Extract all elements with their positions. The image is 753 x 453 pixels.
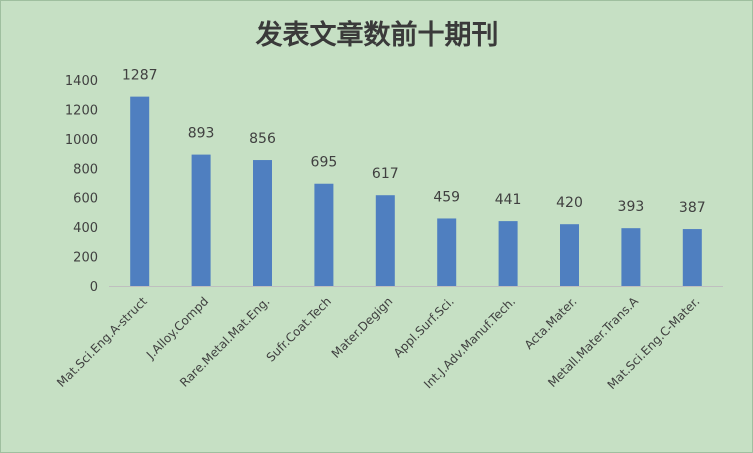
bar-value-label: 393 (618, 199, 645, 215)
x-category-label: Mater.Degign (329, 294, 396, 361)
x-category-label: Mat.Sci.Eng.A-struct (54, 294, 150, 390)
bar (253, 160, 272, 286)
y-tick-label: 800 (73, 162, 98, 177)
bar (498, 221, 518, 286)
bar-value-label: 387 (679, 200, 706, 216)
x-category-label: Acta.Mater. (522, 294, 580, 352)
y-tick-label: 1200 (65, 103, 98, 118)
y-axis: 0 200 400 600 800 1000 1200 1400 (65, 74, 723, 295)
category-labels: Mat.Sci.Eng.A-structJ.Alloy.CompdRare.Me… (54, 294, 702, 392)
y-tick-label: 0 (90, 280, 98, 295)
bar (191, 154, 211, 286)
bar-value-label: 1287 (122, 68, 158, 84)
bar-value-label: 695 (311, 155, 338, 171)
bar (682, 229, 702, 286)
bar-value-label: 893 (188, 126, 215, 142)
x-category-label: Sufr.Coat.Tech (264, 294, 334, 364)
bar-value-label: 420 (556, 195, 583, 211)
bar (560, 224, 579, 286)
bar (314, 183, 334, 286)
bar (375, 195, 395, 286)
y-tick-label: 1400 (65, 74, 98, 89)
y-tick-label: 1000 (65, 133, 98, 148)
bar (621, 228, 641, 286)
y-tick-label: 600 (73, 192, 98, 207)
bar-value-label: 856 (249, 131, 276, 147)
x-category-label: J.Alloy.Compd (143, 294, 211, 362)
bar-value-label: 617 (372, 166, 399, 182)
bars (130, 96, 702, 287)
bar (437, 218, 457, 286)
y-tick-label: 200 (73, 251, 98, 266)
chart-title: 发表文章数前十期刊 (255, 19, 499, 51)
y-tick-label: 400 (73, 221, 98, 236)
value-labels: 1287 893 856 695 617 459 441 420 393 387 (122, 68, 706, 216)
x-category-label: Appl.Surf.Sci. (391, 294, 457, 360)
bar (130, 96, 150, 287)
bar-value-label: 441 (495, 192, 522, 208)
bar-value-label: 459 (433, 189, 460, 205)
